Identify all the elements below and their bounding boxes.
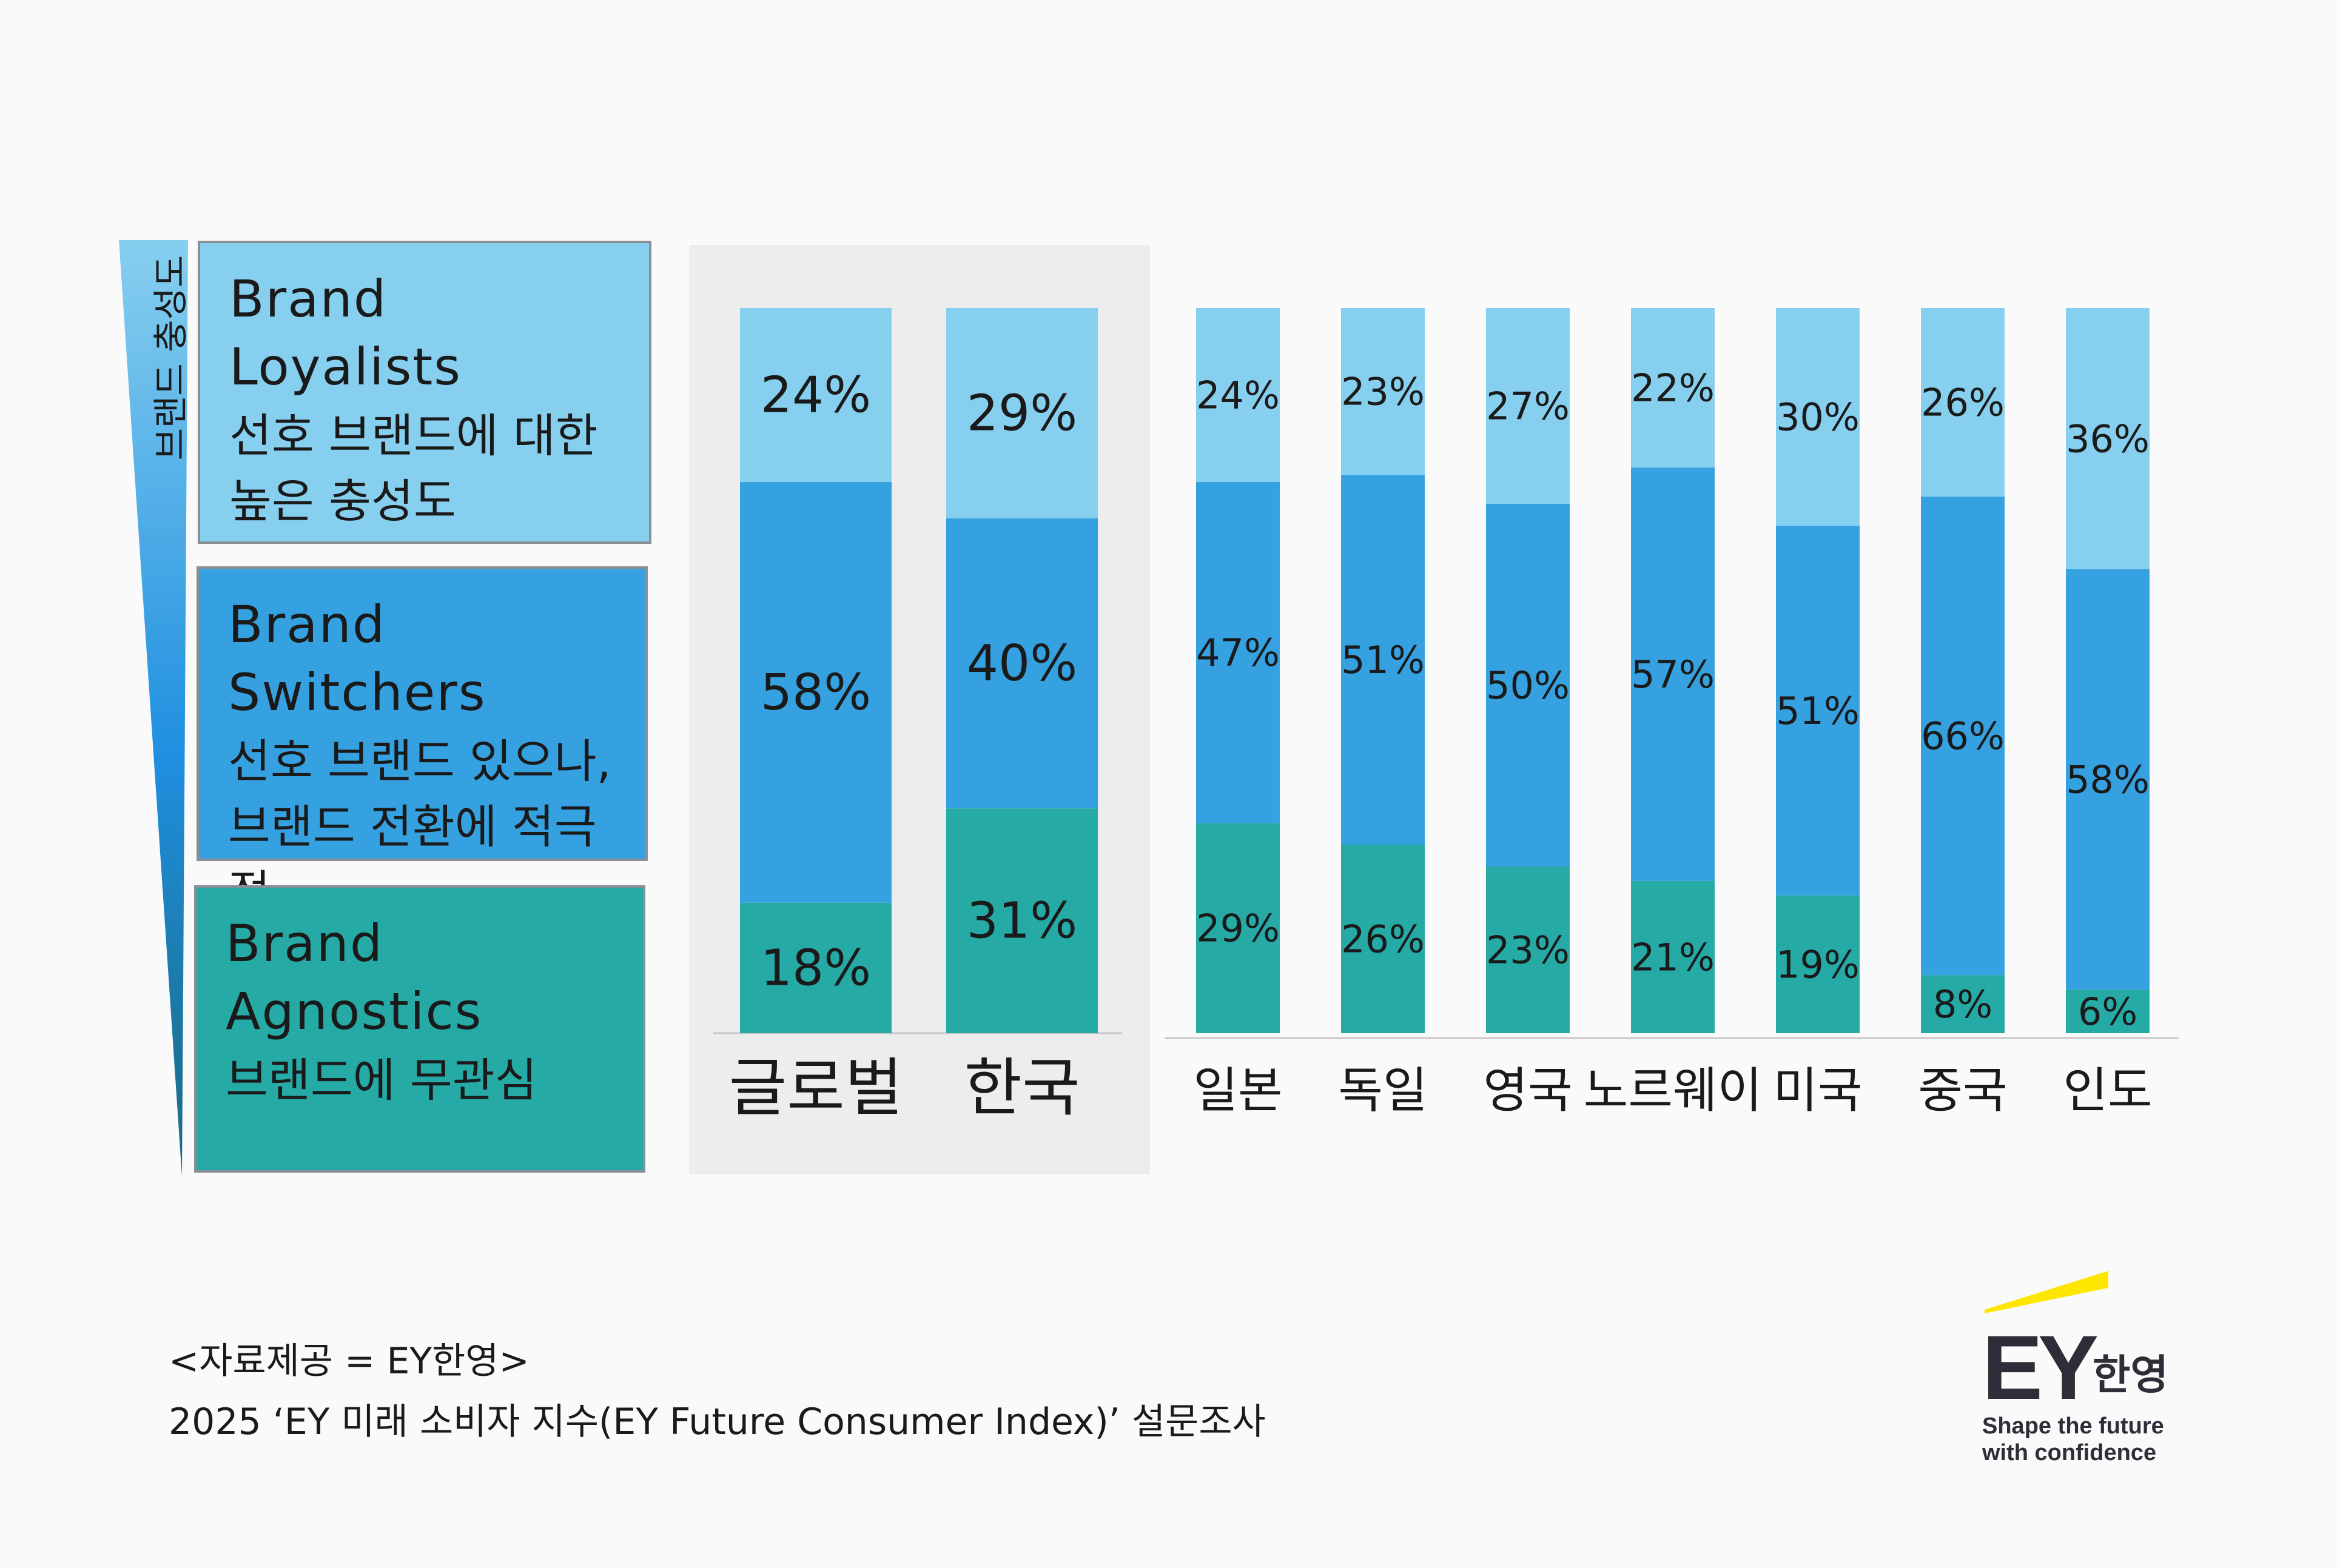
data-label: 23%: [1486, 928, 1570, 972]
ey-logo: EY 한영 Shape the future with confidence: [1977, 1267, 2184, 1473]
legend-switchers: Brand Switchers 선호 브랜드 있으나, 브랜드 전환에 적극적: [197, 566, 648, 919]
bar-segment-loyalists: [1921, 308, 2005, 497]
x-tick-label: 인도: [2063, 1062, 2152, 1119]
bar-segment-loyalists: [740, 308, 892, 483]
bar-segment-switchers: [1921, 496, 2005, 976]
bar-segment-agnostics: [946, 808, 1098, 1033]
data-label: 40%: [967, 635, 1077, 692]
bar-segment-switchers: [1341, 475, 1425, 845]
bar-segment-agnostics: [740, 902, 892, 1033]
source-line-1: <자료제공 = EY한영>: [169, 1340, 530, 1382]
data-label: 8%: [1933, 982, 1992, 1027]
data-label: 66%: [1921, 714, 2005, 759]
loyalty-wedge: [119, 240, 188, 1176]
logo-brand: EY: [1982, 1316, 2099, 1418]
bar-segment-loyalists: [1341, 308, 1425, 475]
legend-agnostics: Brand Agnostics 브랜드에 무관심: [194, 885, 645, 1173]
legend-agnostics-title: Brand Agnostics: [226, 914, 483, 1041]
x-tick-label: 중국: [1918, 1062, 2007, 1119]
data-label: 19%: [1776, 942, 1860, 987]
data-label: 51%: [1776, 689, 1860, 733]
data-label: 21%: [1631, 935, 1715, 979]
source-note: <자료제공 = EY한영> 2025 ‘EY 미래 소비자 지수(EY Futu…: [169, 1331, 1266, 1452]
bar-segment-agnostics: [1776, 895, 1860, 1033]
data-label: 26%: [1921, 380, 2005, 424]
bar-segment-agnostics: [1486, 866, 1570, 1033]
data-label: 24%: [1196, 374, 1280, 418]
bars-group: 18% 58% 24% 31% 40% 29% 29% 47% 24% 26% 51% 23% 23% 5…: [740, 308, 2150, 1034]
x-tick-label: 한국: [964, 1051, 1080, 1125]
logo-tagline: Shape the future with confidence: [1982, 1413, 2164, 1466]
bar-segment-switchers: [1196, 482, 1280, 823]
data-label: 51%: [1341, 638, 1425, 682]
x-axis-labels: 글로벌 한국 일본 독일 영국 노르웨이 미국 중국 인도: [728, 1051, 2152, 1125]
data-label: 27%: [1486, 384, 1570, 428]
bar-segment-switchers: [1631, 467, 1715, 881]
legend-loyalists-desc: 선호 브랜드에 대한 높은 충성도: [229, 409, 598, 528]
bar-segment-agnostics: [2066, 990, 2150, 1033]
bar-segment-loyalists: [1486, 308, 1570, 504]
legend-loyalists: Brand Loyalists 선호 브랜드에 대한 높은 충성도: [198, 241, 651, 544]
logo-accent-bar: [1985, 1271, 2108, 1313]
data-label: 22%: [1631, 366, 1715, 410]
bar-segment-switchers: [946, 518, 1098, 809]
x-tick-label: 미국: [1773, 1062, 1862, 1119]
bar-segment-switchers: [1776, 525, 1860, 896]
bar-segment-agnostics: [1631, 880, 1715, 1033]
x-tick-label: 글로벌: [728, 1051, 903, 1125]
data-label: 29%: [1196, 906, 1280, 951]
data-label: 58%: [761, 664, 871, 722]
data-label: 57%: [1631, 652, 1715, 697]
bar-segment-switchers: [1486, 503, 1570, 866]
bar-segment-loyalists: [1631, 308, 1715, 468]
data-label: 50%: [1486, 663, 1570, 708]
bar-segment-switchers: [740, 482, 892, 903]
bar-segment-loyalists: [1776, 308, 1860, 526]
bar-segment-loyalists: [2066, 308, 2150, 569]
data-label: 23%: [1341, 370, 1425, 414]
bar-segment-agnostics: [1196, 823, 1280, 1033]
logo-local-name: 한영: [2093, 1352, 2169, 1399]
data-label: 30%: [1776, 395, 1860, 439]
legend-loyalists-title: Brand Loyalists: [229, 269, 462, 397]
data-label: 6%: [2078, 990, 2137, 1034]
data-label: 26%: [1341, 917, 1425, 962]
bar-segment-agnostics: [1921, 975, 2005, 1033]
data-label: 58%: [2066, 757, 2150, 802]
bar-segment-agnostics: [1341, 845, 1425, 1033]
x-tick-label: 영국: [1483, 1062, 1572, 1119]
data-label: 29%: [967, 384, 1077, 442]
x-tick-label: 노르웨이: [1584, 1062, 1762, 1119]
data-label: 31%: [967, 893, 1077, 950]
bar-segment-loyalists: [946, 308, 1098, 518]
legend-agnostics-desc: 브랜드에 무관심: [226, 1053, 537, 1107]
bar-segment-loyalists: [1196, 308, 1280, 483]
x-tick-label: 독일: [1338, 1062, 1427, 1119]
legend-switchers-title: Brand Switchers: [228, 595, 486, 722]
bar-segment-switchers: [2066, 569, 2150, 990]
data-label: 36%: [2066, 417, 2150, 461]
data-label: 47%: [1196, 631, 1280, 675]
data-label: 24%: [761, 367, 871, 424]
data-label: 18%: [761, 939, 871, 997]
x-tick-label: 일본: [1193, 1062, 1282, 1119]
source-line-2: 2025 ‘EY 미래 소비자 지수(EY Future Consumer In…: [169, 1401, 1266, 1443]
